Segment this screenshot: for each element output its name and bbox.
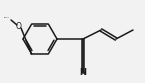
Text: N: N (79, 68, 87, 77)
Text: methoxy: methoxy (4, 16, 10, 18)
Text: O: O (16, 21, 22, 30)
